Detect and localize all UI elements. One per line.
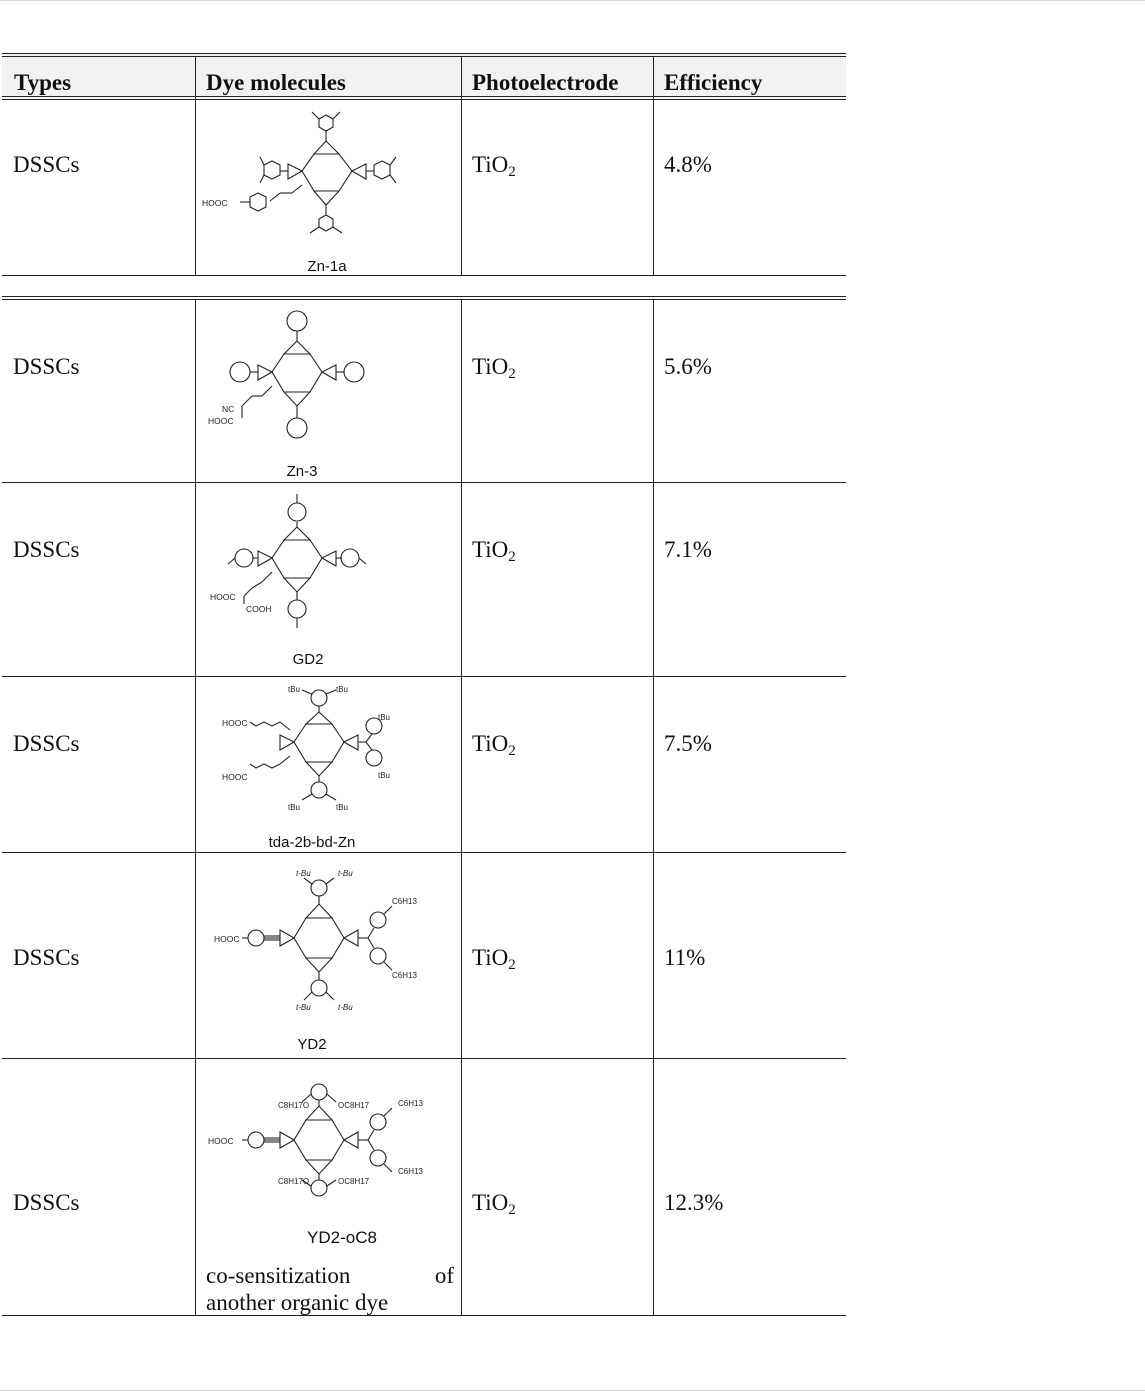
rule	[2, 299, 846, 300]
svg-text:t-Bu: t-Bu	[338, 1003, 353, 1012]
col-divider	[461, 299, 462, 1315]
svg-text:t-Bu: t-Bu	[296, 869, 311, 878]
svg-text:t-Bu: t-Bu	[338, 869, 353, 878]
svg-text:HOOC: HOOC	[222, 718, 248, 728]
svg-text:OC8H17: OC8H17	[338, 1177, 370, 1186]
col-divider	[653, 299, 654, 1315]
type-cell: DSSCs	[13, 945, 80, 970]
dye-name: YD2-oC8	[307, 1228, 377, 1247]
rule	[2, 275, 846, 276]
note-text: of	[434, 1263, 454, 1288]
header-row	[2, 53, 846, 98]
dye-structure-gd2: HOOC COOH	[210, 494, 367, 628]
header-types: Types	[14, 70, 72, 95]
rule	[2, 99, 846, 100]
rule	[2, 296, 846, 297]
svg-text:tBu: tBu	[336, 803, 348, 812]
dye-structure-yd2-oc8: C8H17O OC8H17 C8H17O OC8H17 HOOC C6H13 C…	[208, 1083, 423, 1197]
svg-text:HOOC: HOOC	[214, 934, 240, 944]
header-dye-molecules: Dye molecules	[206, 70, 346, 95]
header-efficiency: Efficiency	[664, 70, 763, 95]
top-border	[0, 0, 1145, 1]
photoelectrode-cell: TiO2	[472, 731, 516, 759]
rule	[2, 482, 846, 483]
rule	[2, 53, 846, 54]
svg-text:NC: NC	[222, 404, 234, 414]
svg-text:HOOC: HOOC	[210, 592, 236, 602]
type-cell: DSSCs	[13, 1190, 80, 1215]
svg-text:C6H13: C6H13	[398, 1099, 423, 1108]
efficiency-cell: 4.8%	[664, 152, 712, 177]
svg-text:HOOC: HOOC	[208, 1136, 234, 1146]
rule	[2, 1315, 846, 1316]
svg-text:COOH: COOH	[246, 604, 272, 614]
table-part-2: DSSCs TiO2 5.6% NC HOOC Zn-3 DSSCs TiO2 …	[2, 296, 846, 1318]
dye-name: YD2	[297, 1036, 327, 1053]
svg-text:C6H13: C6H13	[398, 1167, 423, 1176]
efficiency-cell: 5.6%	[664, 354, 712, 379]
dye-name: tda-2b-bd-Zn	[268, 834, 356, 851]
svg-text:HOOC: HOOC	[222, 772, 248, 782]
photoelectrode-cell: TiO2	[472, 354, 516, 382]
col-divider	[461, 56, 462, 275]
rule	[2, 1058, 846, 1059]
type-cell: DSSCs	[13, 731, 80, 756]
svg-text:tBu: tBu	[288, 685, 300, 694]
svg-text:tBu: tBu	[378, 771, 390, 780]
col-divider	[195, 56, 196, 275]
dye-name: Zn-3	[286, 463, 318, 480]
svg-text:HOOC: HOOC	[208, 416, 234, 426]
type-cell: DSSCs	[13, 152, 80, 177]
type-cell: DSSCs	[13, 537, 80, 562]
svg-text:OC8H17: OC8H17	[338, 1101, 370, 1110]
svg-text:tBu: tBu	[336, 685, 348, 694]
efficiency-cell: 7.5%	[664, 731, 712, 756]
table-part-1: Types Dye molecules Photoelectrode Effic…	[2, 53, 846, 277]
dye-note: co-sensitization of another organic dye	[206, 1262, 454, 1316]
bottom-border	[0, 1390, 1145, 1391]
rule	[2, 56, 846, 57]
col-divider	[653, 56, 654, 275]
dye-structure-zn-1a: HOOC	[202, 111, 397, 234]
efficiency-cell: 7.1%	[664, 537, 712, 562]
svg-text:HOOC: HOOC	[202, 198, 228, 208]
svg-text:C8H17O: C8H17O	[278, 1177, 309, 1186]
header-photoelectrode: Photoelectrode	[472, 70, 619, 95]
svg-text:C6H13: C6H13	[392, 971, 417, 980]
svg-text:t-Bu: t-Bu	[296, 1003, 311, 1012]
rule	[2, 96, 846, 97]
rule	[2, 852, 846, 853]
efficiency-cell: 11%	[664, 945, 706, 970]
efficiency-cell: 12.3%	[664, 1190, 724, 1215]
svg-text:tBu: tBu	[288, 803, 300, 812]
photoelectrode-cell: TiO2	[472, 1190, 516, 1218]
dye-name: Zn-1a	[307, 258, 347, 275]
type-cell: DSSCs	[13, 354, 80, 379]
dye-structure-yd2: t-Bu t-Bu t-Bu t-Bu HOOC C6H13 C6H13	[214, 869, 417, 1012]
dye-structure-zn-3: NC HOOC	[208, 310, 365, 439]
note-text: another organic dye	[206, 1290, 389, 1315]
svg-text:tBu: tBu	[378, 713, 390, 722]
svg-text:C6H13: C6H13	[392, 897, 417, 906]
photoelectrode-cell: TiO2	[472, 945, 516, 973]
dye-name: GD2	[292, 651, 324, 668]
note-text: co-sensitization	[206, 1263, 351, 1288]
dye-structure-tda-2b-bd-zn: tBu tBu tBu tBu tBu tBu HOOC HOOC	[222, 685, 390, 812]
photoelectrode-cell: TiO2	[472, 537, 516, 565]
col-divider	[195, 299, 196, 1315]
photoelectrode-cell: TiO2	[472, 152, 516, 180]
svg-text:C8H17O: C8H17O	[278, 1101, 309, 1110]
rule	[2, 676, 846, 677]
